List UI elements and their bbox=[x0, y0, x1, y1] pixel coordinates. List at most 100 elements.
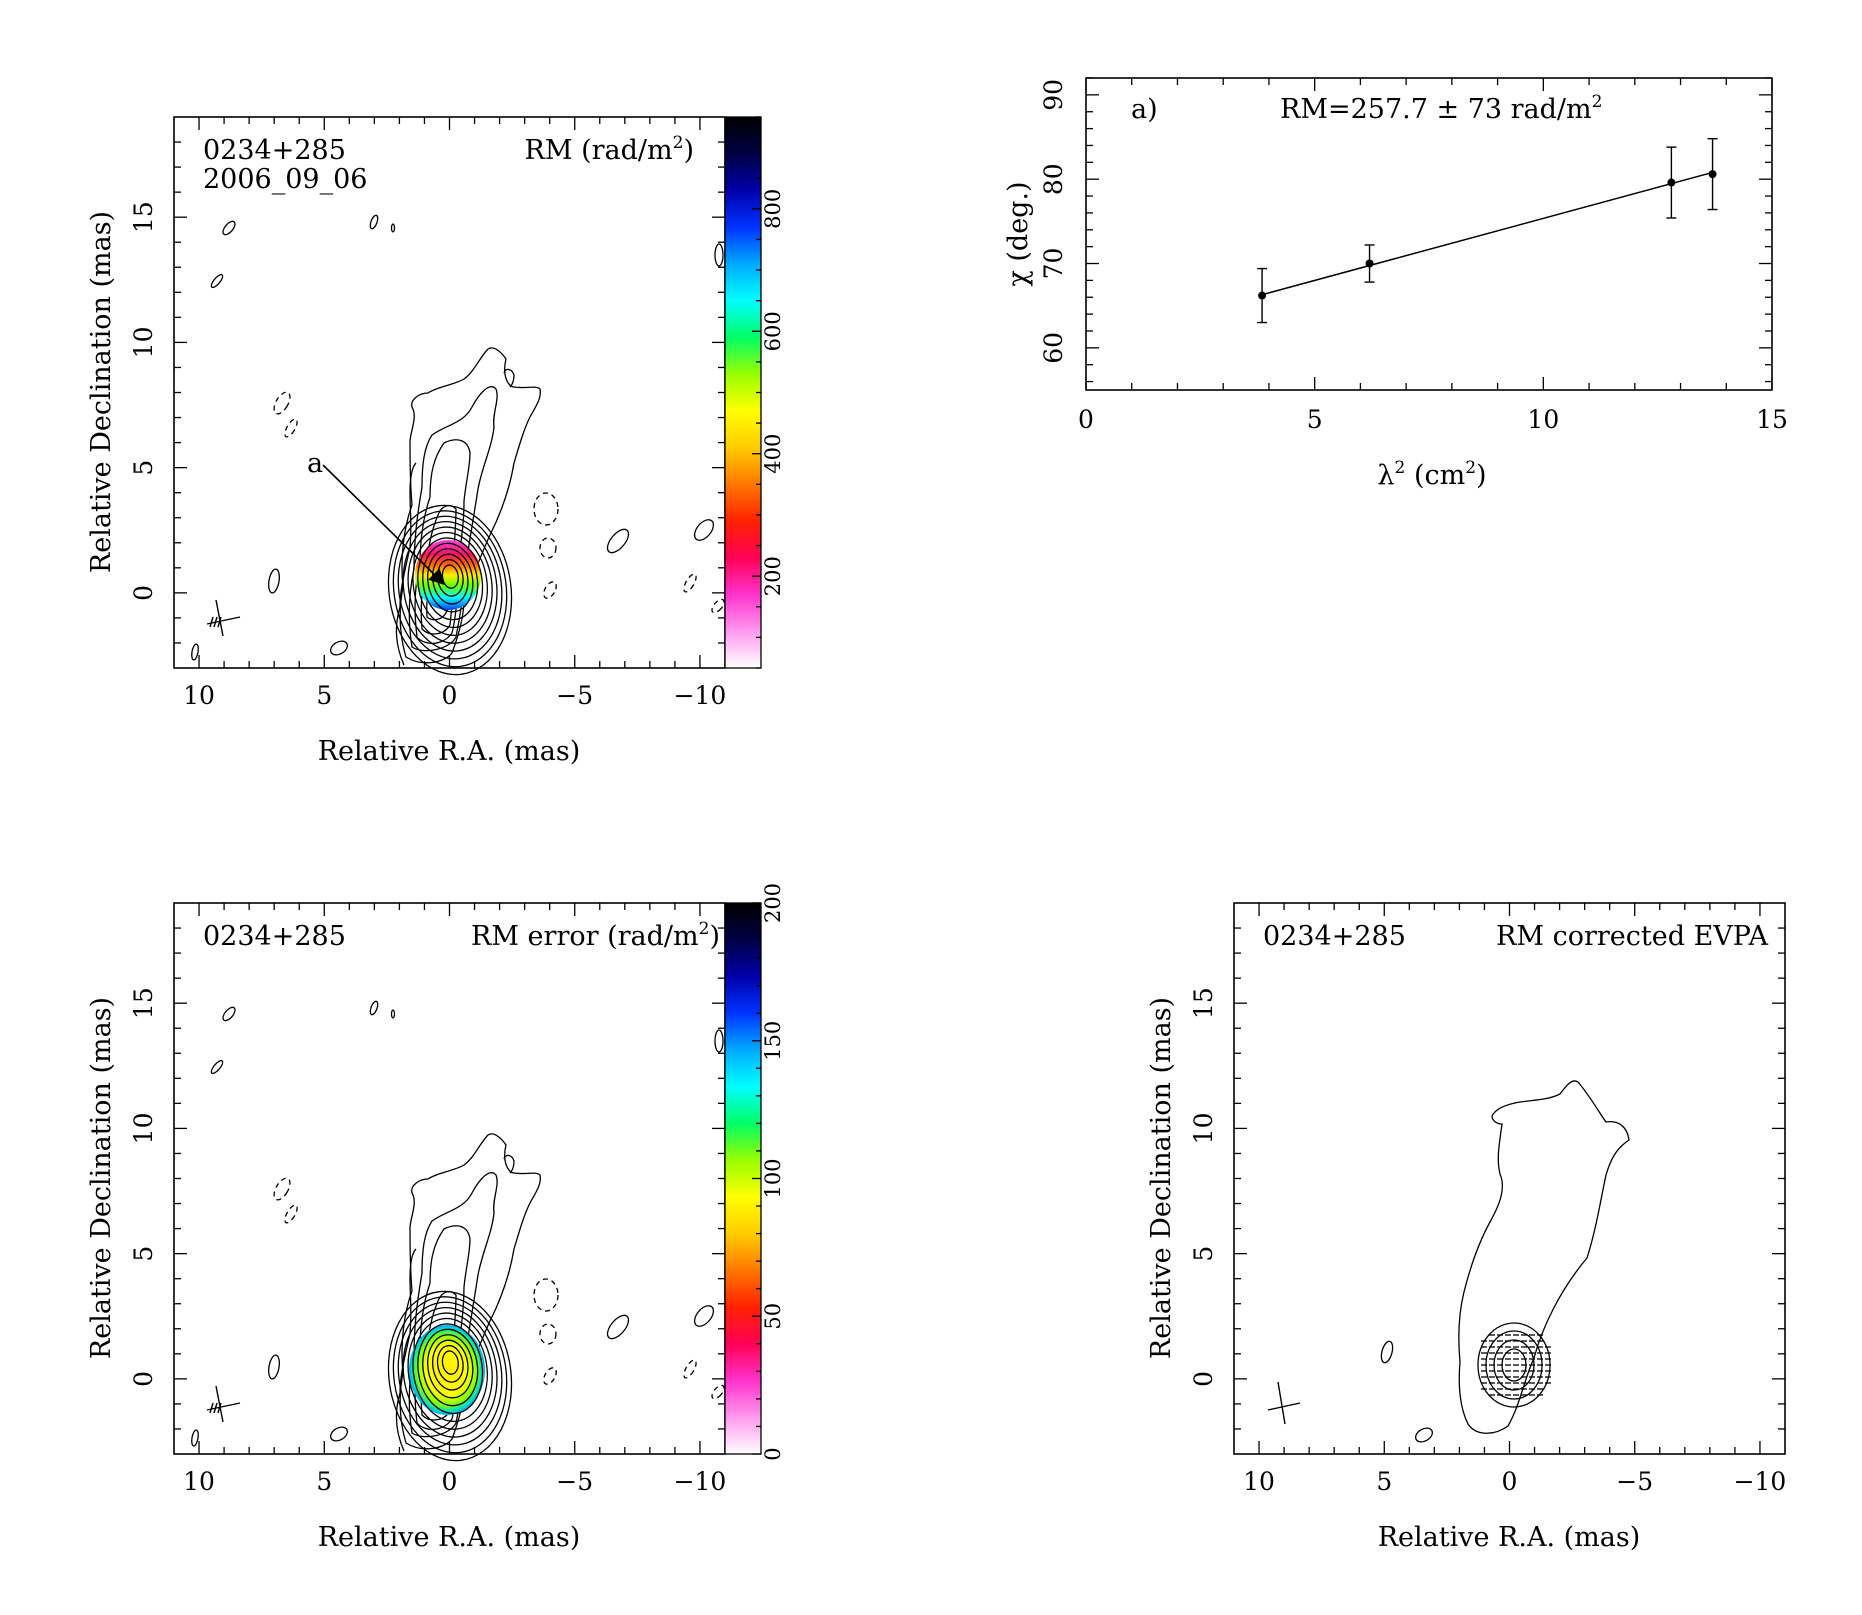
isolated-contour bbox=[222, 220, 236, 236]
core-contour bbox=[402, 521, 498, 652]
negative-contour bbox=[711, 598, 725, 614]
core-contour bbox=[441, 1350, 459, 1375]
core-contour bbox=[436, 1344, 464, 1383]
core-contour bbox=[417, 537, 484, 629]
isolated-contour bbox=[210, 273, 224, 289]
core-contour bbox=[422, 542, 479, 621]
isolated-contour bbox=[390, 1009, 396, 1019]
evpa-outer-contour bbox=[1458, 1080, 1630, 1434]
isolated-contour bbox=[693, 519, 715, 541]
y-tick-label: 0 bbox=[1189, 1371, 1218, 1387]
isolated-contour bbox=[606, 1314, 630, 1340]
colorbar-tick-label: 800 bbox=[761, 189, 785, 229]
jet-contour bbox=[399, 347, 541, 664]
x-tick-label: 0 bbox=[1502, 1467, 1518, 1496]
fit-y-ticks: 60 70 80 90 bbox=[1039, 77, 1772, 383]
evpa-vectors bbox=[1481, 1334, 1551, 1396]
fit-line bbox=[1261, 171, 1713, 296]
side-component bbox=[1414, 1427, 1434, 1443]
data-point bbox=[1667, 178, 1676, 187]
fit-frame bbox=[1085, 77, 1773, 391]
isolated-contour bbox=[329, 1426, 349, 1442]
isolated-contour bbox=[606, 528, 630, 554]
negative-contour bbox=[533, 1278, 559, 1312]
negative-contour bbox=[284, 1204, 298, 1224]
core-contour bbox=[407, 526, 493, 644]
x-tick-label: 5 bbox=[316, 1467, 332, 1496]
negative-contour bbox=[533, 492, 559, 526]
rm-marker-label: a bbox=[307, 448, 323, 479]
x-tick-label: 10 bbox=[183, 681, 215, 710]
negative-contour bbox=[539, 1323, 557, 1345]
negative-contour bbox=[539, 537, 557, 559]
rm-colorbar-ticks: 200 400 600 800 bbox=[752, 116, 785, 669]
rm-source: 0234+285 bbox=[203, 135, 346, 166]
negative-contour bbox=[273, 1177, 291, 1201]
negative-contour bbox=[543, 1367, 557, 1385]
x-tick-label: 5 bbox=[316, 681, 332, 710]
negative-contours bbox=[191, 1000, 725, 1447]
y-tick-label: 70 bbox=[1039, 248, 1068, 280]
negative-contour bbox=[273, 391, 291, 415]
rm-title: RM (rad/m2) bbox=[525, 133, 694, 166]
jet-contour bbox=[399, 1133, 541, 1450]
x-tick-label: 5 bbox=[1307, 405, 1323, 434]
core-contour bbox=[392, 510, 508, 668]
x-tick-label: −10 bbox=[1734, 1467, 1787, 1496]
colorbar-tick-label: 200 bbox=[761, 883, 785, 923]
core-contour bbox=[422, 1328, 479, 1407]
core-contour bbox=[387, 504, 513, 676]
evpa-x-ticks: 10 5 0 −5 −10 bbox=[1243, 903, 1786, 1496]
rm-y-ticks: 0 5 10 15 bbox=[129, 141, 725, 644]
negative-contour bbox=[711, 1384, 725, 1400]
colorbar-tick-label: 150 bbox=[761, 1021, 785, 1061]
side-component bbox=[1380, 1340, 1394, 1364]
data-point bbox=[1708, 170, 1717, 179]
negative-contour bbox=[683, 1359, 697, 1379]
y-tick-label: 10 bbox=[129, 327, 158, 359]
fit-panel-label: a) bbox=[1131, 94, 1158, 125]
evpa-map-panel: 10 5 0 −5 −10 0 5 10 15 0234+285 RM corrected E… bbox=[1146, 902, 1786, 1553]
core-contour bbox=[431, 1339, 469, 1391]
rm-error-fill bbox=[409, 1325, 485, 1415]
core-contours bbox=[387, 1290, 513, 1462]
x-tick-label: 5 bbox=[1376, 1467, 1392, 1496]
rm-ylabel: Relative Declination (mas) bbox=[86, 211, 117, 573]
jet-contour bbox=[503, 368, 515, 388]
x-tick-label: −5 bbox=[556, 1467, 593, 1496]
jet-contour bbox=[503, 1154, 515, 1174]
colorbar-tick-label: 100 bbox=[761, 1158, 785, 1198]
colorbar-tick-label: 50 bbox=[761, 1303, 785, 1330]
core-contour bbox=[427, 548, 474, 613]
x-tick-label: −10 bbox=[674, 1467, 727, 1496]
fit-xlabel: λ2 (cm2) bbox=[1377, 458, 1486, 491]
negative-contour bbox=[683, 573, 697, 593]
data-point bbox=[1365, 259, 1374, 268]
y-tick-label: 10 bbox=[129, 1113, 158, 1145]
colorbar-tick-label: 400 bbox=[761, 434, 785, 474]
isolated-contour bbox=[329, 640, 349, 656]
x-tick-label: 10 bbox=[1527, 405, 1559, 434]
y-tick-label: 0 bbox=[129, 585, 158, 601]
isolated-contour bbox=[369, 214, 379, 230]
rm-x-ticks: 10 5 0 −5 −10 bbox=[183, 117, 726, 710]
evpa-title: RM corrected EVPA bbox=[1496, 921, 1768, 952]
fit-data bbox=[1257, 138, 1718, 324]
y-tick-label: 90 bbox=[1039, 79, 1068, 111]
isolated-contour bbox=[693, 1305, 715, 1327]
y-tick-label: 5 bbox=[129, 460, 158, 476]
core-contour bbox=[387, 1290, 513, 1462]
x-tick-label: 10 bbox=[183, 1467, 215, 1496]
fit-annotation: RM=257.7 ± 73 rad/m2 bbox=[1280, 92, 1602, 125]
core-contour bbox=[397, 515, 503, 660]
y-tick-label: 15 bbox=[129, 987, 158, 1019]
rm-epoch: 2006_09_06 bbox=[203, 164, 367, 195]
core-contour bbox=[392, 1296, 508, 1454]
x-tick-label: −5 bbox=[1616, 1467, 1653, 1496]
x-tick-label: 0 bbox=[442, 681, 458, 710]
colorbar-tick-label: 200 bbox=[761, 556, 785, 596]
isolated-contour bbox=[714, 1029, 724, 1053]
err-source: 0234+285 bbox=[203, 921, 346, 952]
